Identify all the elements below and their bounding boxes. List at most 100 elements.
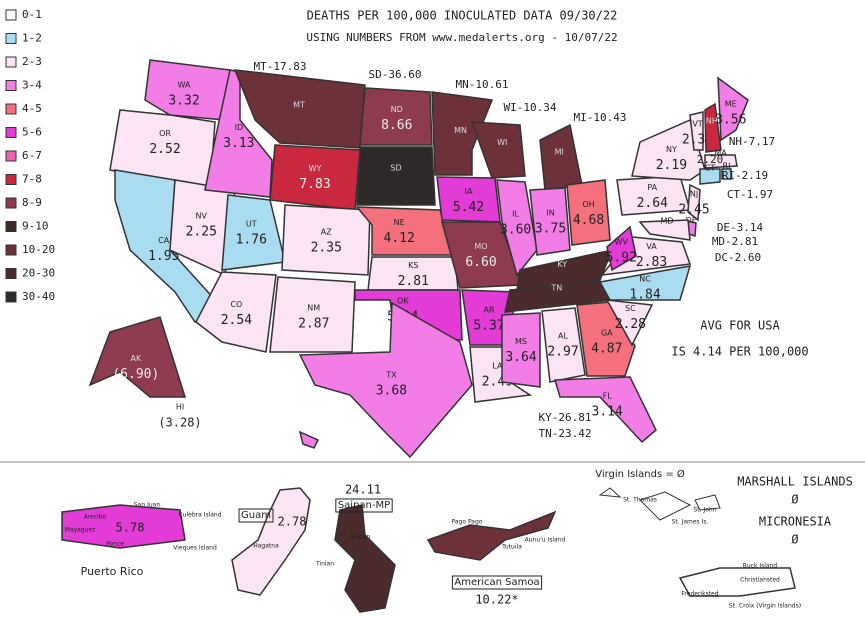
state-value: 2.45: [678, 202, 709, 217]
place-label: Arecibo: [84, 514, 107, 521]
legend-label: 7-8: [22, 173, 42, 186]
territory: [334, 504, 396, 613]
state-abbr: VT: [692, 119, 702, 128]
other-territory: Ø: [791, 493, 799, 507]
state-abbr: MA: [714, 149, 727, 158]
state-value: 2.81: [398, 274, 429, 289]
state-value: 4.87: [591, 342, 622, 357]
state-abbr: KY: [557, 260, 567, 269]
place-label: Saipan: [350, 534, 371, 541]
annotation: DC-2.60: [715, 251, 761, 264]
state: [469, 346, 533, 403]
legend-label: 20-30: [22, 267, 55, 280]
state-value: (6.90): [112, 367, 159, 382]
state: [717, 76, 749, 142]
state-abbr: ID: [235, 123, 244, 132]
state-value: 1.76: [236, 232, 267, 247]
territory-name: Puerto Rico: [81, 565, 144, 578]
place-label: Buck Island: [743, 563, 778, 570]
state-abbr: MO: [474, 242, 487, 251]
state: [195, 271, 277, 353]
legend-swatch: [5, 80, 17, 91]
territory-value: 2.78: [278, 515, 307, 529]
state-abbr: DE: [686, 216, 697, 225]
legend-label: 9-10: [22, 220, 49, 233]
state-value: 3.14: [592, 404, 623, 419]
state: [281, 204, 371, 276]
state-abbr: ME: [725, 100, 737, 109]
state-abbr: MI: [555, 148, 564, 157]
state-abbr: MT: [293, 101, 305, 110]
island: [598, 487, 622, 498]
legend-swatch: [5, 150, 17, 162]
average-note: AVG FOR USA: [700, 319, 780, 333]
state-abbr: OK: [397, 297, 409, 306]
state: [529, 187, 571, 256]
state-value: 2.35: [311, 241, 342, 256]
island: [694, 494, 721, 511]
legend-swatch: [5, 174, 17, 185]
legend-swatch: [5, 197, 17, 209]
state-value: 2.54: [221, 313, 252, 328]
state-value: 2.64: [637, 196, 668, 211]
state-value: 7.83: [299, 177, 330, 192]
state-value: 2.25: [186, 224, 217, 239]
state-value: (3.28): [158, 416, 201, 430]
territory-name: Virgin Islands = Ø: [595, 468, 685, 480]
territory-value: 10.22*: [475, 593, 518, 607]
state: [704, 102, 722, 153]
territory-value: 5.78: [116, 521, 145, 535]
state-abbr: LA: [492, 362, 503, 371]
state-value: 3.75: [535, 221, 566, 236]
state-abbr: WA: [178, 81, 191, 90]
state: [516, 248, 614, 291]
state: [689, 111, 704, 151]
state: [721, 168, 732, 180]
state-value: 5.37: [473, 319, 504, 334]
state-abbr: NV: [196, 211, 208, 220]
legend-label: 6-7: [22, 149, 42, 162]
state-abbr: CT: [705, 164, 716, 173]
state-abbr: ND: [391, 105, 403, 114]
state: [233, 69, 366, 149]
place-label: Vieques Island: [173, 545, 217, 552]
state-abbr: WY: [309, 164, 322, 173]
other-territory: Ø: [791, 533, 799, 547]
legend-swatch: [5, 291, 17, 303]
state: [298, 301, 473, 459]
legend-swatch: [5, 268, 17, 279]
state-value: 2.83: [636, 255, 667, 270]
annotation: KY-26.81: [539, 411, 592, 424]
state-abbr: NE: [394, 218, 405, 227]
state-abbr: HI: [176, 403, 184, 412]
place-label: San Juan: [134, 502, 160, 509]
state: [269, 276, 356, 353]
state: [598, 265, 692, 301]
state-abbr: OH: [582, 200, 594, 209]
state-value: 3.64: [505, 350, 536, 365]
name-box: [335, 498, 393, 513]
state: [566, 179, 611, 246]
state-value: 3.56: [715, 113, 746, 128]
territory: [426, 510, 557, 561]
state-abbr: VA: [646, 242, 657, 251]
state-value: 3.68: [376, 383, 407, 398]
place-label: Tinian: [315, 561, 334, 568]
state: [631, 118, 706, 181]
state-abbr: IA: [465, 187, 473, 196]
state-value: 8.66: [381, 118, 412, 133]
legend-label: 8-9: [22, 196, 42, 209]
territory: [61, 504, 186, 549]
state-value: 4.68: [573, 213, 604, 228]
place-label: St. Thomas: [623, 497, 657, 504]
place-label: Hagatna: [253, 543, 279, 550]
legend-label: 4-5: [22, 102, 42, 115]
annotation: MT-17.83: [254, 60, 307, 73]
state-abbr: WI: [497, 138, 507, 147]
place-label: Christiansted: [740, 577, 780, 584]
place-label: Aunu'u Island: [525, 537, 566, 544]
state-value: 3.60: [500, 222, 531, 237]
state-abbr: TX: [385, 370, 397, 379]
place-label: Culebra Island: [178, 512, 221, 519]
